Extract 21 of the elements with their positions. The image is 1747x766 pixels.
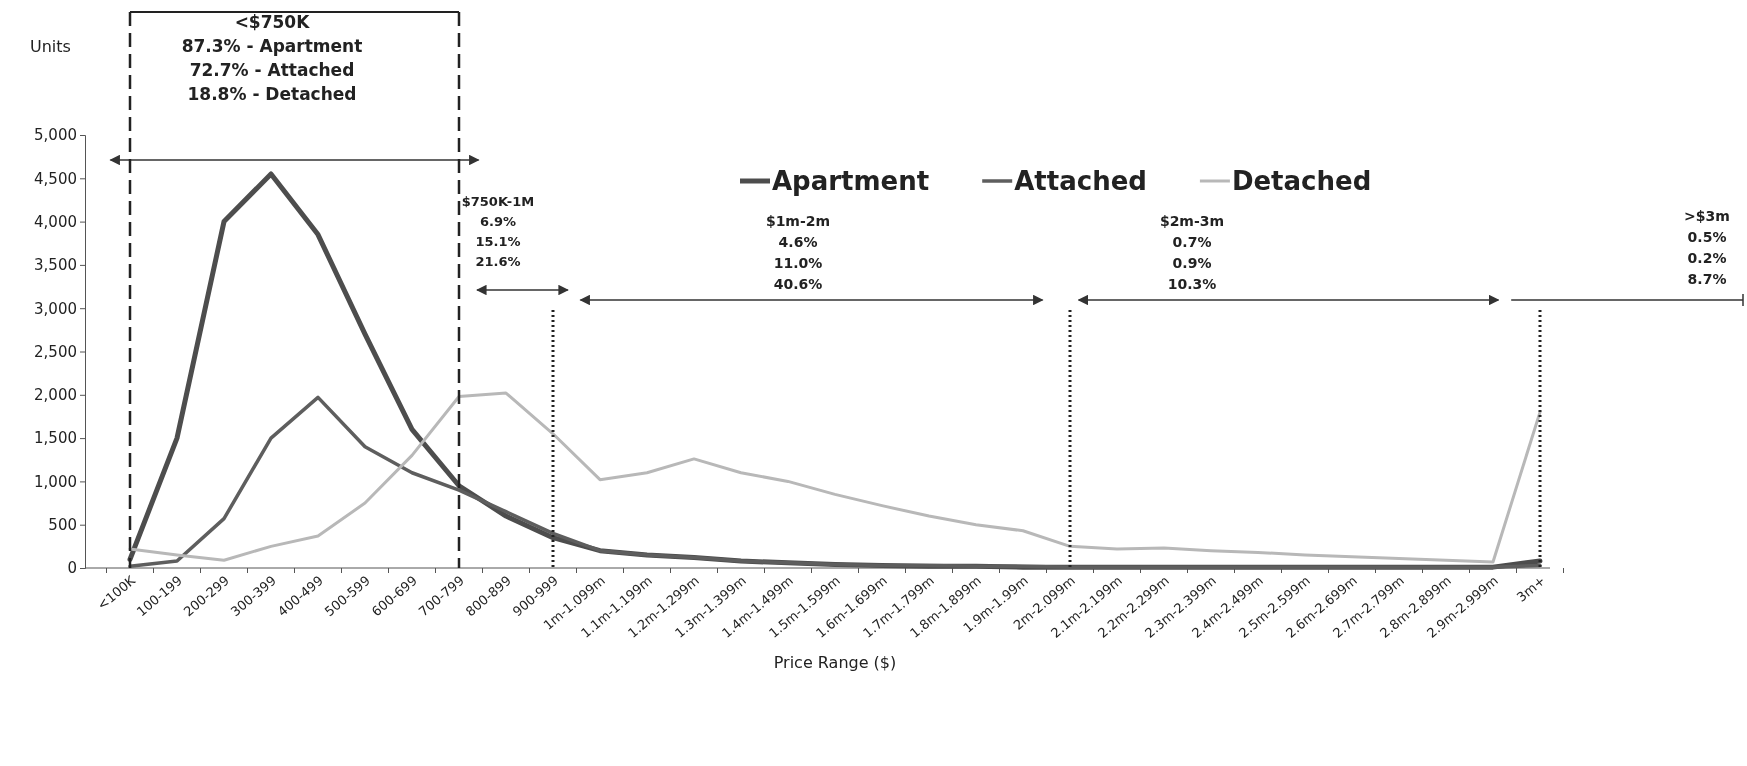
x-axis-title: Price Range ($): [773, 653, 897, 672]
y-tick-label: 2,500: [34, 342, 77, 361]
y-tick-label: 0: [67, 559, 77, 578]
annotation: $1m-2m 4.6% 11.0% 40.6%: [765, 213, 831, 292]
y-tick-label: 4,500: [34, 169, 77, 188]
y-axis-title: Units: [30, 37, 71, 56]
y-tick-label: 500: [48, 516, 77, 534]
y-tick-label: 1,500: [34, 429, 77, 448]
legend-label: Apartment: [772, 166, 930, 196]
y-tick-label: 2,000: [34, 386, 77, 405]
annotation: $750K-1M 6.9% 15.1% 21.6%: [461, 194, 535, 269]
legend-label: Detached: [1231, 166, 1372, 196]
text: >$3m 0.5% 0.2% 8.7%: [1684, 208, 1730, 287]
y-tick-label: 1,000: [34, 472, 77, 491]
y-tick-label: 4,000: [34, 212, 77, 231]
y-tick-label: 3,000: [34, 299, 77, 318]
y-tick-label: 5,000: [34, 126, 77, 145]
legend-label: Attached: [1014, 166, 1147, 196]
y-tick-label: 3,500: [34, 256, 77, 275]
text: <$750K 87.3% - Apartment 72.7% - Attached 18.8% - Detached: [181, 12, 363, 104]
annotation: $2m-3m 0.7% 0.9% 10.3%: [1159, 213, 1225, 292]
